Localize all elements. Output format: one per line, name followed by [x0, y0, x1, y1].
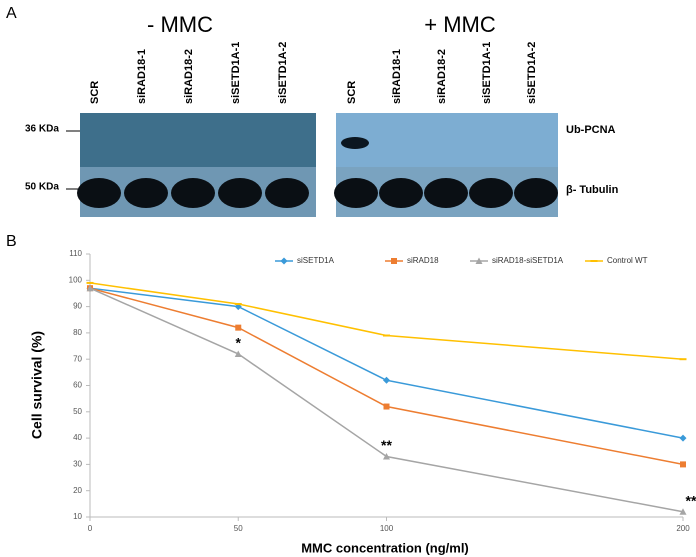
y-tick-label: 20	[73, 486, 82, 495]
legend-label: Control WT	[607, 256, 648, 265]
lane-label: siSETD1A-1	[481, 42, 493, 104]
marker	[280, 257, 288, 265]
lane-label: siSETD1A-2	[277, 42, 289, 104]
marker	[590, 260, 598, 262]
panel-label: A	[6, 5, 17, 22]
marker	[679, 358, 687, 361]
marker	[383, 403, 390, 410]
x-axis-title: MMC concentration (ng/ml)	[301, 540, 469, 555]
y-tick-label: 80	[73, 328, 82, 337]
blot-band	[379, 178, 423, 208]
blot-band	[171, 178, 215, 208]
y-tick-label: 90	[73, 302, 82, 311]
blot-band	[77, 178, 121, 208]
lane-label: siSETD1A-1	[230, 42, 242, 104]
x-tick-label: 0	[88, 524, 93, 533]
y-axis-title: Cell survival (%)	[29, 331, 45, 439]
x-tick-label: 200	[676, 524, 690, 533]
series-line	[89, 287, 684, 513]
lane-label: siRAD18-1	[136, 49, 148, 104]
legend-label: siRAD18	[407, 256, 439, 265]
y-tick-label: 70	[73, 354, 82, 363]
legend-label: siSETD1A	[297, 256, 335, 265]
marker	[383, 376, 390, 384]
blot-band	[469, 178, 513, 208]
lane-label: siSETD1A-2	[526, 42, 538, 104]
marker	[475, 257, 483, 264]
blot-band	[514, 178, 558, 208]
band-label: Ub-PCNA	[566, 124, 616, 136]
y-tick-label: 50	[73, 407, 82, 416]
annotation: **	[686, 492, 696, 508]
lane-label: siRAD18-2	[183, 49, 195, 104]
band-label: β- Tubulin	[566, 184, 619, 196]
blot-left-top	[80, 113, 316, 171]
legend-label: siRAD18-siSETD1A	[492, 256, 564, 265]
marker	[679, 508, 687, 515]
annotation: *	[236, 335, 242, 351]
lane-label: SCR	[346, 81, 358, 104]
marker	[234, 302, 242, 305]
blot-band	[334, 178, 378, 208]
y-tick-label: 60	[73, 381, 82, 390]
marker	[234, 350, 242, 357]
marker	[383, 453, 390, 460]
blot-band	[424, 178, 468, 208]
y-tick-label: 10	[73, 512, 82, 521]
blot-band	[341, 137, 369, 149]
series-line	[89, 287, 684, 466]
marker	[680, 461, 686, 468]
blot-right-top	[336, 113, 558, 171]
marker	[86, 284, 94, 292]
x-tick-label: 50	[234, 524, 243, 533]
lane-label: siRAD18-1	[391, 49, 403, 104]
series-line	[89, 287, 684, 439]
y-tick-label: 110	[69, 249, 82, 258]
marker-label: 36 KDa	[25, 124, 59, 135]
marker	[86, 281, 94, 284]
annotation: **	[381, 437, 392, 453]
marker	[383, 334, 390, 337]
y-tick-label: 30	[73, 460, 82, 469]
y-tick-label: 40	[73, 433, 82, 442]
marker	[391, 258, 397, 264]
panel-label: B	[6, 233, 17, 250]
x-tick-label: 100	[380, 524, 394, 533]
blot-band	[124, 178, 168, 208]
lane-label: SCR	[89, 81, 101, 104]
series-line	[89, 282, 684, 360]
left-title: - MMC	[147, 12, 213, 37]
right-title: + MMC	[424, 12, 496, 37]
marker-label: 50 KDa	[25, 182, 59, 193]
blot-band	[265, 178, 309, 208]
lane-label: siRAD18-2	[436, 49, 448, 104]
blot-band	[218, 178, 262, 208]
marker	[235, 324, 242, 331]
y-tick-label: 100	[69, 275, 83, 284]
marker	[679, 434, 687, 442]
